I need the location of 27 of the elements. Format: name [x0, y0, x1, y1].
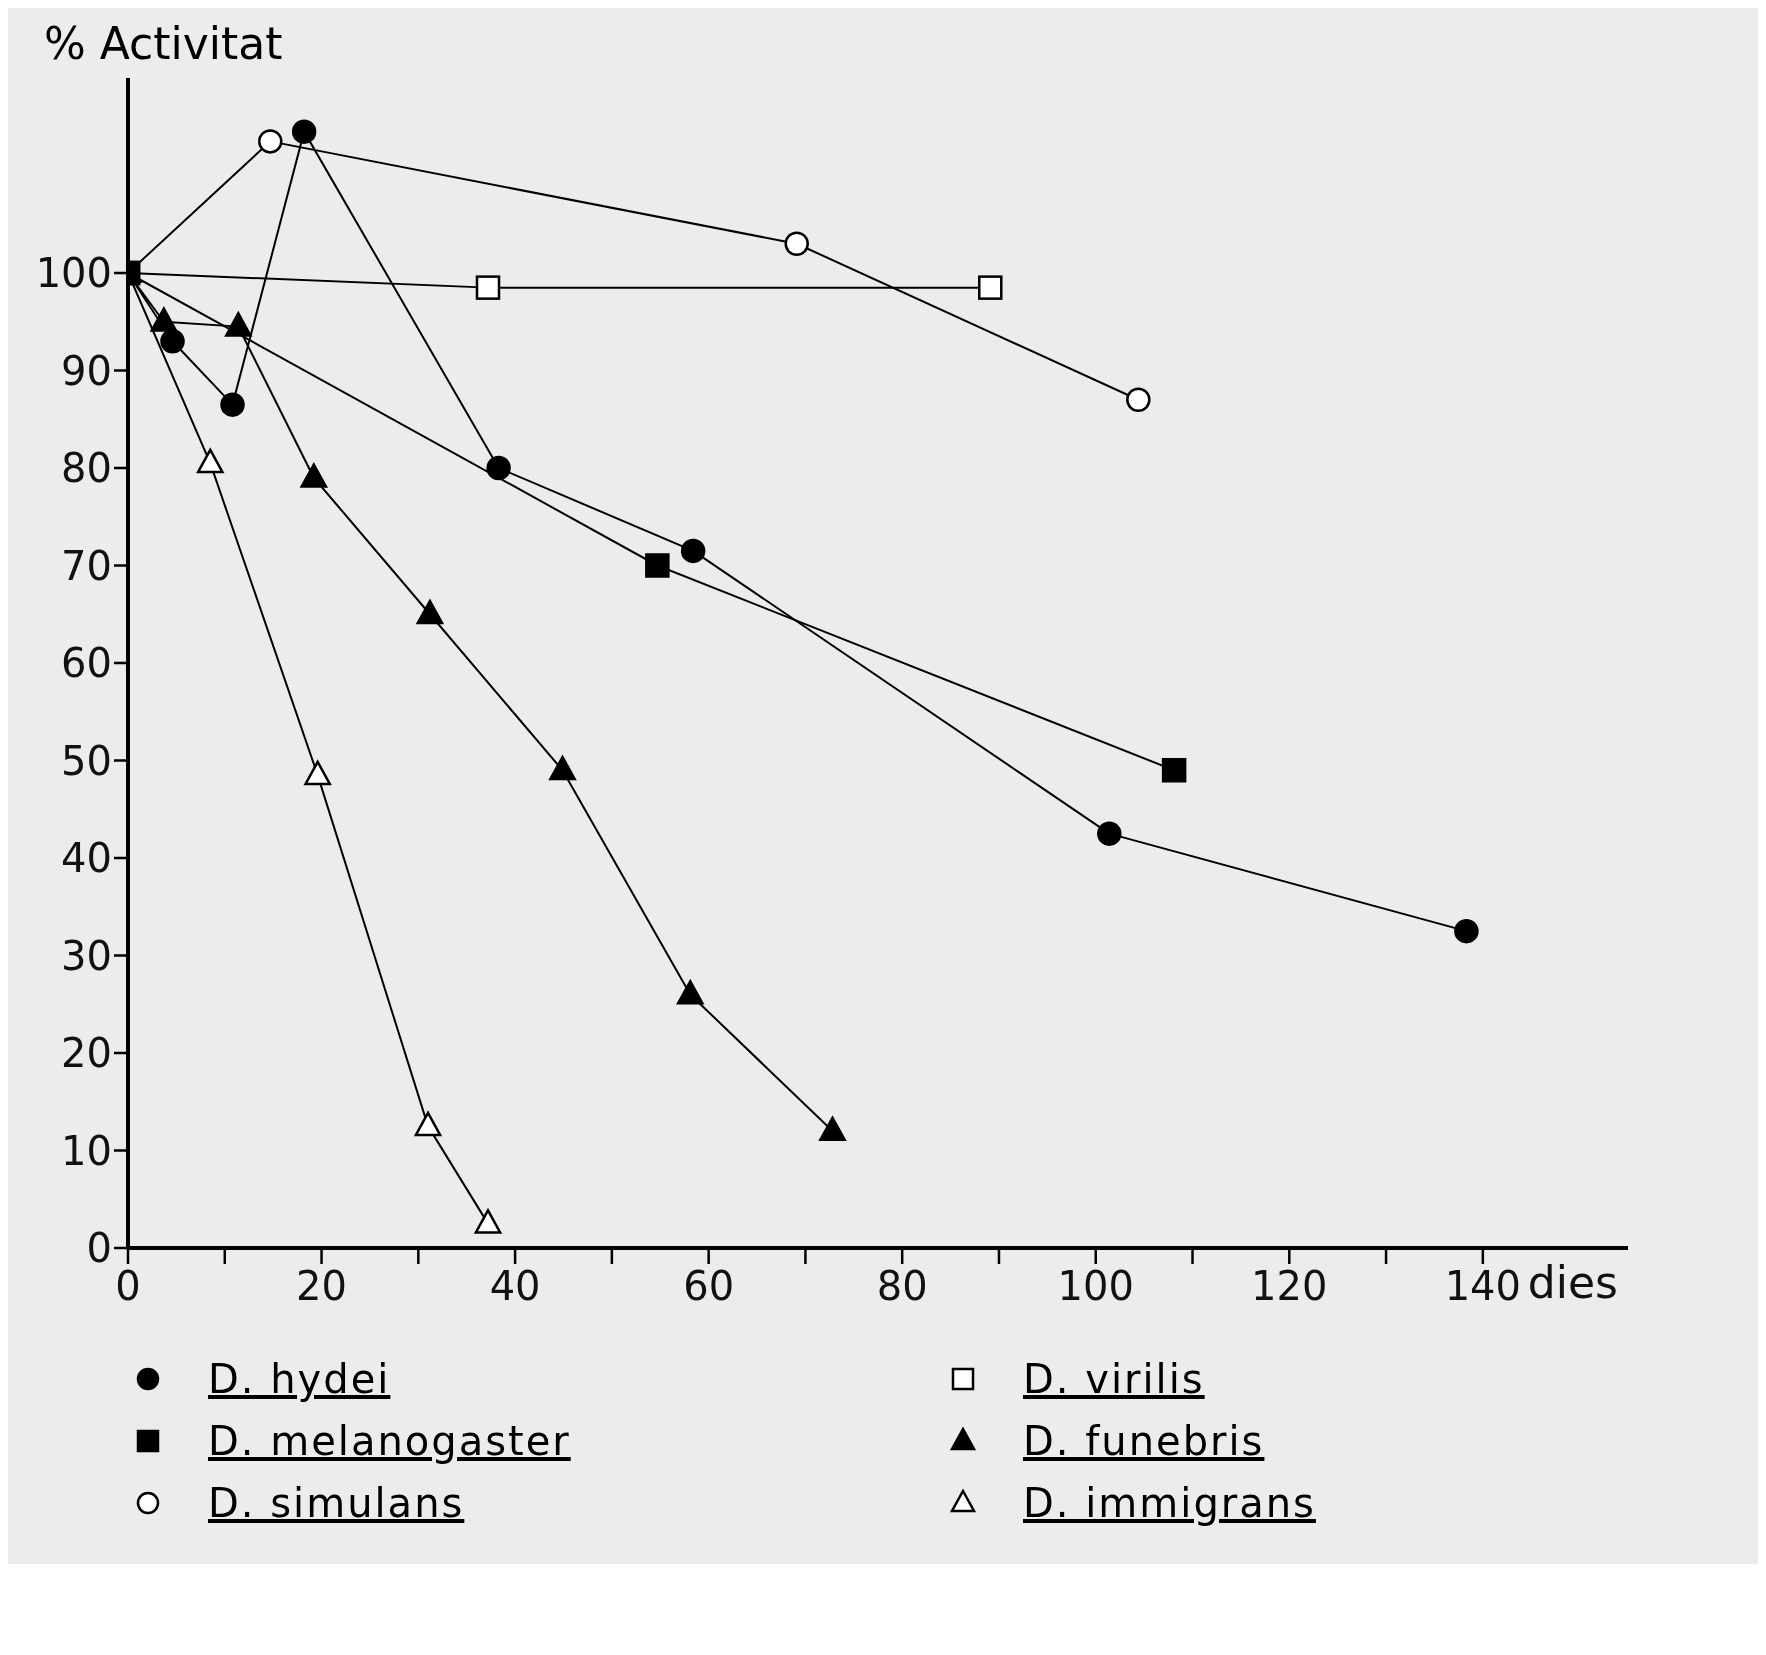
- x-tick-label: 100: [1057, 1263, 1134, 1309]
- y-tick-label: 50: [61, 737, 112, 784]
- y-tick-label: 0: [86, 1225, 112, 1271]
- x-tick-label: 0: [115, 1263, 141, 1309]
- y-tick-label: 60: [61, 640, 112, 686]
- x-tick-label: 20: [296, 1263, 347, 1309]
- y-tick-label: 70: [61, 542, 112, 589]
- x-tick-label: 40: [489, 1263, 541, 1309]
- legend-label: D. virilis: [1023, 1356, 1205, 1402]
- x-tick-label: 120: [1251, 1263, 1328, 1309]
- legend-label: D. funebris: [1023, 1418, 1265, 1464]
- x-tick-label: 60: [683, 1263, 735, 1309]
- y-tick-label: 80: [61, 445, 112, 491]
- legend-label: D. melanogaster: [208, 1418, 571, 1464]
- y-tick-label: 10: [61, 1127, 112, 1174]
- y-tick-label: 100: [35, 250, 112, 296]
- x-tick-label: 80: [876, 1263, 928, 1309]
- y-tick-label: 90: [61, 347, 112, 394]
- legend-label: D. immigrans: [1023, 1480, 1316, 1526]
- legend-label: D. hydei: [208, 1356, 391, 1402]
- x-tick-label: 140: [1444, 1263, 1522, 1309]
- y-tick-label: 40: [61, 835, 112, 881]
- y-axis-title: % Activitat: [44, 18, 284, 69]
- y-tick-label: 30: [61, 932, 112, 979]
- x-axis-title: dies: [1527, 1257, 1618, 1308]
- y-tick-label: 20: [61, 1030, 112, 1076]
- legend-label: D. simulans: [208, 1480, 465, 1526]
